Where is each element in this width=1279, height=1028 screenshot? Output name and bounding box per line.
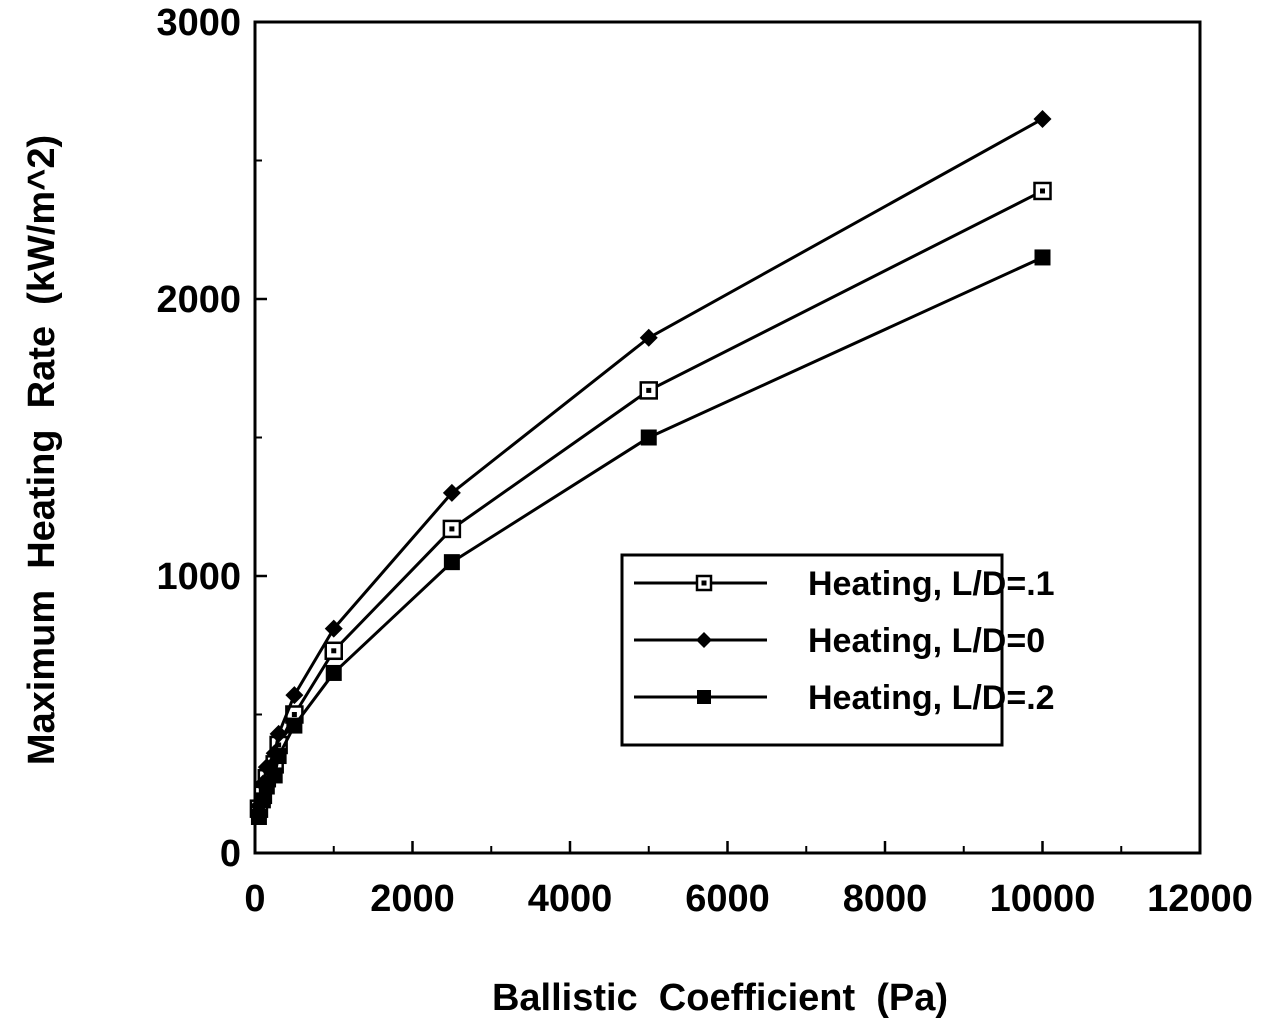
y-tick-label: 2000 <box>156 279 241 321</box>
y-axis-ticks: 0 1000 2000 3000 <box>156 2 267 875</box>
legend-label: Heating, L/D=0 <box>808 622 1045 660</box>
open-square-marker-dot <box>276 742 282 748</box>
filled-diamond-marker <box>1033 109 1052 128</box>
y-tick-label: 1000 <box>156 556 241 598</box>
x-tick-label: 0 <box>244 878 265 920</box>
filled-square-marker <box>640 429 657 446</box>
x-tick-label: 6000 <box>685 878 770 920</box>
legend-label: Heating, L/D=.2 <box>808 679 1055 717</box>
x-tick-label: 12000 <box>1147 878 1253 920</box>
filled-square-marker <box>270 748 287 765</box>
y-axis-title: Maximum Heating Rate (kW/m^2) <box>21 135 63 765</box>
filled-square-marker <box>250 808 267 825</box>
filled-square-marker <box>443 554 460 571</box>
open-square-marker-dot <box>272 761 278 767</box>
open-square-marker-dot <box>291 712 297 717</box>
y-tick-label: 3000 <box>156 2 241 44</box>
filled-diamond-marker <box>639 328 658 347</box>
filled-square-marker <box>1034 249 1051 266</box>
x-axis-ticks: 0 2000 4000 6000 8000 10000 12000 <box>244 841 1253 920</box>
x-axis-title: Ballistic Coefficient (Pa) <box>492 977 948 1019</box>
open-square-marker-dot <box>449 526 455 532</box>
filled-square-marker <box>254 792 271 809</box>
series-line <box>257 117 1044 807</box>
x-tick-label: 10000 <box>990 878 1096 920</box>
filled-square-marker <box>697 690 711 704</box>
filled-diamond-marker <box>285 686 304 705</box>
filled-square-marker <box>325 664 342 681</box>
filled-diamond-marker <box>324 619 343 638</box>
legend-box <box>620 553 1004 747</box>
filled-square-marker <box>266 767 283 784</box>
filled-diamond-marker <box>696 632 712 648</box>
open-square-marker-dot <box>1040 188 1045 194</box>
series-2 <box>250 249 1051 825</box>
legend-label: Heating, L/D=.1 <box>808 565 1055 603</box>
x-tick-label: 2000 <box>370 878 455 920</box>
x-tick-label: 4000 <box>528 878 613 920</box>
series-1 <box>249 109 1052 815</box>
y-tick-label: 0 <box>220 833 241 875</box>
open-square-marker-dot <box>701 580 707 586</box>
legend: Heating, L/D=.1 Heating, L/D=0 Heating, L/… <box>620 553 1055 747</box>
filled-diamond-marker <box>269 724 288 743</box>
x-tick-label: 8000 <box>843 878 928 920</box>
series-layer <box>249 109 1052 825</box>
open-square-marker-dot <box>646 387 652 393</box>
open-square-marker-dot <box>331 648 337 654</box>
filled-square-marker <box>286 717 303 734</box>
filled-diamond-marker <box>442 483 461 502</box>
